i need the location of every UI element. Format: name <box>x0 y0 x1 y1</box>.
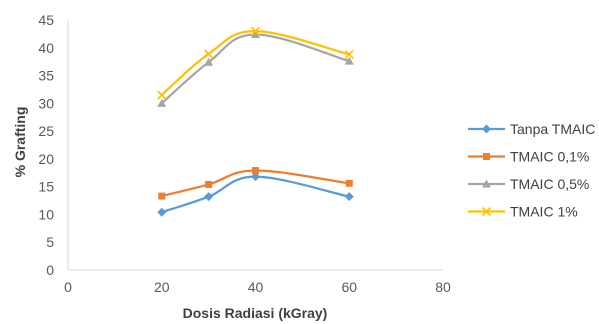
data-point <box>204 57 214 66</box>
data-point <box>250 26 261 36</box>
data-point <box>345 179 353 187</box>
legend-item: Tanpa TMAIC <box>468 121 595 137</box>
x-axis-title: Dosis Radiasi (kGray) <box>183 305 328 321</box>
series-2 <box>158 167 353 200</box>
series-line <box>161 175 350 214</box>
legend-marker <box>482 124 491 134</box>
data-point <box>205 180 213 188</box>
legend-item: TMAIC 0,1% <box>468 149 589 165</box>
y-axis-title: % Grafting <box>12 107 28 178</box>
x-tick-label: 80 <box>435 279 451 295</box>
data-point <box>157 207 167 217</box>
data-point <box>204 49 214 59</box>
legend: Tanpa TMAIC TMAIC 0,1% TMAIC 0,5% TMAIC 1% <box>468 121 595 220</box>
y-tick-label: 40 <box>38 40 54 56</box>
x-tick-label: 0 <box>64 279 72 295</box>
data-point <box>204 192 214 202</box>
y-tick-label: 5 <box>46 234 54 250</box>
legend-marker <box>482 179 491 188</box>
data-point <box>344 56 354 65</box>
plot-area <box>157 26 354 217</box>
legend-label: TMAIC 0,5% <box>510 176 589 192</box>
legend-label: TMAIC 0,1% <box>510 149 589 165</box>
y-tick-label: 45 <box>38 12 54 28</box>
x-tick-label: 40 <box>248 279 264 295</box>
x-tick-label: 60 <box>341 279 357 295</box>
y-tick-label: 25 <box>38 123 54 139</box>
y-tick-label: 30 <box>38 95 54 111</box>
series-4 <box>157 26 354 100</box>
data-point <box>251 172 260 182</box>
series-line <box>161 33 350 105</box>
legend-marker <box>481 206 492 217</box>
data-point <box>251 29 260 38</box>
y-tick-label: 15 <box>38 179 54 195</box>
data-point <box>344 49 354 60</box>
x-tick-label: 20 <box>154 279 170 295</box>
y-tick-label: 20 <box>38 151 54 167</box>
data-point <box>344 192 354 202</box>
series-3 <box>157 29 354 107</box>
data-point <box>252 167 259 175</box>
series-line <box>161 169 350 198</box>
y-tick-label: 0 <box>46 262 54 278</box>
chart-axes: 0 20 40 60 80 0 5 10 15 20 25 30 35 40 45 <box>38 12 451 295</box>
legend-item: TMAIC 0,5% <box>468 176 589 192</box>
legend-item: TMAIC 1% <box>468 204 578 220</box>
legend-label: Tanpa TMAIC <box>510 121 595 137</box>
data-point <box>158 192 166 200</box>
y-tick-label: 35 <box>38 68 54 84</box>
legend-label: TMAIC 1% <box>510 204 578 220</box>
legend-marker <box>483 153 490 160</box>
data-point <box>157 98 167 107</box>
data-point <box>157 90 167 100</box>
series-line <box>161 29 350 96</box>
series-1 <box>157 172 354 217</box>
y-tick-label: 10 <box>38 206 54 222</box>
